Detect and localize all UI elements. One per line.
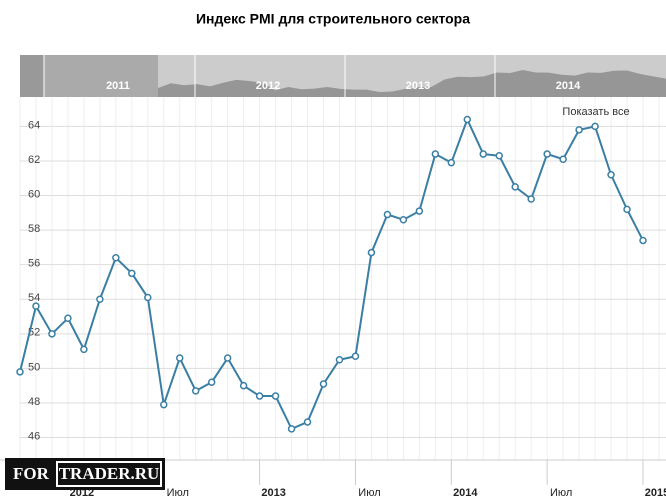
data-point: [447, 158, 456, 167]
x-tick-label: Июл: [358, 487, 380, 499]
data-point: [128, 269, 136, 278]
data-point: [495, 152, 503, 160]
chart-title: Индекс PMI для строительного сектора: [196, 11, 470, 27]
y-tick-label: 46: [28, 430, 40, 442]
data-point: [511, 183, 519, 191]
navigator-label: 2014: [556, 80, 581, 92]
data-point: [527, 195, 535, 203]
data-point: [543, 150, 551, 158]
data-point: [112, 254, 120, 262]
y-tick-label: 64: [28, 119, 40, 131]
data-point: [144, 293, 152, 302]
data-point: [639, 236, 647, 245]
data-point: [32, 302, 40, 310]
data-point: [623, 205, 631, 214]
data-point: [607, 171, 615, 179]
y-tick-label: 56: [28, 258, 40, 270]
data-point: [399, 215, 408, 224]
data-point: [16, 368, 24, 376]
data-point: [64, 314, 72, 323]
y-tick-label: 60: [28, 188, 40, 200]
x-tick-label: Июл: [167, 487, 189, 499]
y-tick-label: 62: [28, 154, 40, 166]
data-point: [575, 126, 583, 134]
data-point: [559, 155, 567, 163]
data-point: [287, 425, 296, 433]
data-point: [431, 150, 440, 158]
x-tick-label: Июл: [550, 487, 572, 499]
data-point: [591, 122, 599, 131]
navigator-label: 2013: [406, 80, 430, 92]
data-point: [335, 355, 344, 364]
series-line: [19, 116, 644, 431]
data-point: [96, 295, 104, 303]
navigator-label: 2012: [256, 80, 280, 92]
data-point: [160, 400, 168, 409]
watermark-text: TRADER.RU: [59, 464, 160, 483]
data-point: [175, 354, 184, 362]
x-tick-label: 2013: [261, 487, 285, 499]
data-point: [479, 150, 488, 158]
data-point: [191, 387, 200, 395]
y-tick-label: 48: [28, 396, 40, 408]
data-point: [48, 330, 56, 338]
data-point: [367, 248, 376, 257]
navigator: 2011 2012 2013 2014: [20, 55, 666, 97]
data-point: [239, 381, 248, 390]
data-point: [271, 392, 280, 400]
data-point: [303, 418, 312, 426]
data-point: [383, 210, 392, 219]
y-tick-label: 58: [28, 223, 40, 235]
x-tick-label: 2015: [645, 487, 666, 499]
data-point: [80, 345, 88, 354]
y-tick-label: 54: [28, 292, 40, 304]
data-point: [319, 380, 328, 388]
watermark-box: [56, 461, 162, 487]
watermark-bg: [5, 458, 165, 490]
data-point: [255, 392, 264, 400]
watermark-text: FOR: [13, 464, 50, 483]
data-point: [351, 352, 360, 361]
x-tick-label: 2014: [453, 487, 478, 499]
navigator-mask: [44, 55, 158, 97]
data-point: [415, 207, 424, 215]
data-point: [207, 378, 216, 386]
data-point: [463, 115, 472, 124]
navigator-series: [158, 70, 666, 97]
watermark: FOR TRADER.RU: [5, 458, 165, 490]
data-point: [223, 354, 232, 362]
navigator-label: 2011: [106, 80, 130, 92]
y-tick-label: 50: [28, 361, 40, 373]
reset-zoom-button[interactable]: Показать все: [562, 106, 629, 118]
